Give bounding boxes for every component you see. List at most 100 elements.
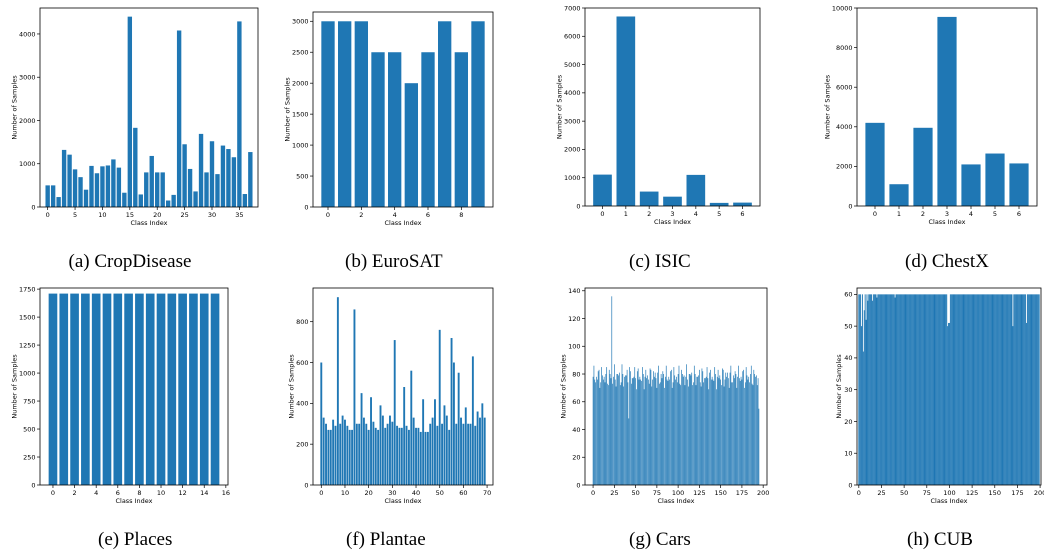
y-tick-label: 1000 xyxy=(564,174,581,182)
bar xyxy=(1019,294,1021,485)
bar xyxy=(1007,294,1008,485)
bar xyxy=(215,174,220,207)
x-tick-label: 2 xyxy=(647,210,651,218)
bar xyxy=(672,382,674,485)
bar xyxy=(448,429,451,485)
bar xyxy=(936,294,938,485)
bar xyxy=(995,294,997,485)
bar xyxy=(653,371,654,485)
bar xyxy=(81,293,90,485)
bar xyxy=(620,382,622,485)
bar xyxy=(881,294,883,485)
bar xyxy=(189,293,198,485)
bar xyxy=(992,294,994,485)
bar xyxy=(916,294,918,485)
bar xyxy=(885,294,887,485)
bar xyxy=(1010,294,1012,485)
bar xyxy=(706,367,708,485)
bar xyxy=(622,374,624,485)
x-tick-label: 2 xyxy=(921,210,925,218)
bar xyxy=(877,294,879,485)
y-axis-label: Number of Samples xyxy=(10,75,18,140)
bar xyxy=(975,294,977,485)
y-tick-label: 2500 xyxy=(292,49,309,57)
chart-caption: (e) Places xyxy=(98,529,173,550)
bar xyxy=(983,294,985,485)
bar xyxy=(727,378,729,485)
bar xyxy=(592,376,594,485)
bar xyxy=(1025,294,1027,485)
bar xyxy=(135,293,144,485)
bar xyxy=(702,371,704,485)
bar xyxy=(898,294,900,485)
bar xyxy=(719,375,721,485)
bar xyxy=(417,427,420,485)
bar xyxy=(920,294,922,485)
bar xyxy=(625,375,626,485)
bar xyxy=(663,196,682,206)
x-tick-label: 0 xyxy=(857,489,861,497)
bar xyxy=(671,387,673,485)
x-tick-label: 0 xyxy=(46,211,50,219)
y-tick-label: 140 xyxy=(568,287,580,295)
bar xyxy=(710,369,711,485)
bar xyxy=(733,378,735,485)
bar xyxy=(593,365,595,485)
x-tick-label: 3 xyxy=(670,210,674,218)
y-tick-label: 500 xyxy=(23,425,35,433)
y-tick-label: 1000 xyxy=(19,369,36,377)
bar xyxy=(689,374,691,485)
y-tick-label: 10 xyxy=(844,450,852,458)
bar xyxy=(896,294,898,485)
bar xyxy=(881,294,882,485)
bar xyxy=(421,52,435,207)
x-axis-label: Class Index xyxy=(930,497,967,505)
y-tick-label: 40 xyxy=(844,354,852,362)
bar xyxy=(613,376,614,485)
bar xyxy=(994,294,996,485)
bar xyxy=(986,294,988,485)
y-tick-label: 120 xyxy=(568,315,580,323)
bar xyxy=(717,369,719,485)
bar xyxy=(1036,294,1038,485)
bar xyxy=(156,293,166,485)
y-tick-label: 6000 xyxy=(564,33,581,41)
x-tick-label: 50 xyxy=(436,489,444,497)
bar xyxy=(996,294,998,485)
bar xyxy=(735,374,737,485)
x-axis-label: Class Index xyxy=(384,497,421,505)
bar xyxy=(958,294,960,485)
bar xyxy=(662,371,664,485)
bar xyxy=(658,365,659,485)
bar xyxy=(869,294,871,485)
bar xyxy=(322,417,325,485)
bar xyxy=(419,431,422,485)
bar xyxy=(1029,294,1031,485)
y-axis-label: Number of Samples xyxy=(10,354,18,419)
bar xyxy=(981,294,983,485)
x-tick-label: 0 xyxy=(326,211,330,219)
bar xyxy=(329,429,332,485)
x-tick-label: 5 xyxy=(73,211,77,219)
bar xyxy=(370,397,372,485)
bar xyxy=(903,294,905,485)
bar xyxy=(733,375,734,485)
bar xyxy=(59,293,69,485)
bar xyxy=(716,376,718,485)
x-axis-label: Class Index xyxy=(928,218,965,226)
bar xyxy=(100,166,105,207)
bar xyxy=(914,294,916,485)
bar xyxy=(723,386,725,485)
bar xyxy=(871,294,872,485)
bar xyxy=(636,389,637,485)
y-tick-label: 0 xyxy=(848,481,852,489)
bar xyxy=(941,294,943,485)
bar xyxy=(1031,294,1033,485)
bar xyxy=(187,168,193,207)
x-tick-label: 6 xyxy=(740,210,744,218)
bar xyxy=(630,371,631,485)
bar xyxy=(452,362,455,485)
